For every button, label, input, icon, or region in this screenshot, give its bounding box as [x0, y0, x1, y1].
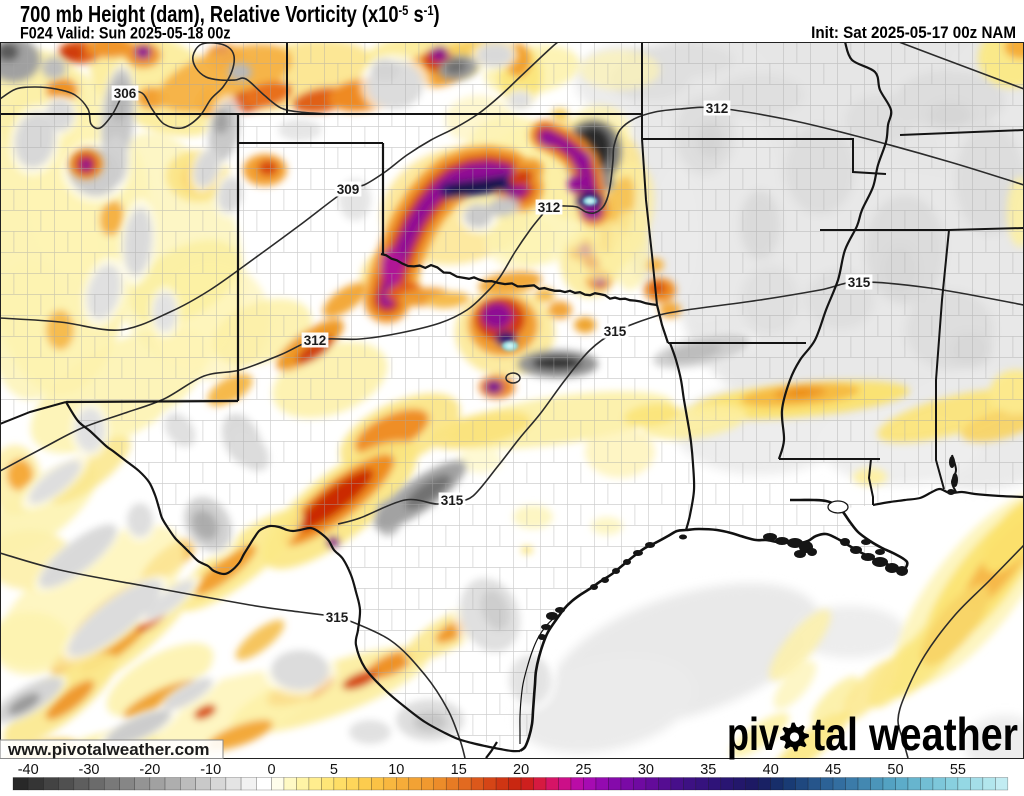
svg-text:55: 55 [950, 762, 966, 778]
svg-text:50: 50 [887, 762, 903, 778]
svg-text:F024 Valid: Sun 2025-05-18 00z: F024 Valid: Sun 2025-05-18 00z [20, 25, 231, 43]
svg-text:700 mb Height (dam), Relative: 700 mb Height (dam), Relative Vorticity … [20, 2, 440, 27]
svg-text:25: 25 [575, 762, 591, 778]
svg-text:-30: -30 [79, 762, 100, 778]
svg-text:10: 10 [388, 762, 404, 778]
svg-text:www.pivotalweather.com: www.pivotalweather.com [7, 740, 210, 759]
svg-text:312: 312 [706, 101, 729, 116]
svg-text:35: 35 [700, 762, 716, 778]
svg-text:20: 20 [513, 762, 529, 778]
svg-text:306: 306 [114, 86, 137, 101]
svg-text:piv: piv [727, 708, 779, 760]
svg-text:tal weather: tal weather [812, 708, 1018, 760]
svg-text:0: 0 [267, 762, 275, 778]
svg-text:309: 309 [337, 182, 360, 197]
svg-text:315: 315 [604, 324, 627, 339]
svg-text:315: 315 [326, 610, 349, 625]
svg-text:5: 5 [330, 762, 338, 778]
svg-text:15: 15 [451, 762, 467, 778]
svg-text:-20: -20 [139, 762, 160, 778]
svg-text:312: 312 [538, 200, 561, 215]
svg-text:40: 40 [763, 762, 779, 778]
svg-text:-40: -40 [18, 762, 39, 778]
svg-text:315: 315 [848, 275, 871, 290]
svg-text:-10: -10 [200, 762, 221, 778]
svg-text:315: 315 [441, 493, 464, 508]
svg-text:Init: Sat 2025-05-17 00z NAM: Init: Sat 2025-05-17 00z NAM [811, 24, 1016, 42]
svg-text:45: 45 [825, 762, 841, 778]
svg-text:30: 30 [638, 762, 654, 778]
svg-text:312: 312 [304, 333, 327, 348]
